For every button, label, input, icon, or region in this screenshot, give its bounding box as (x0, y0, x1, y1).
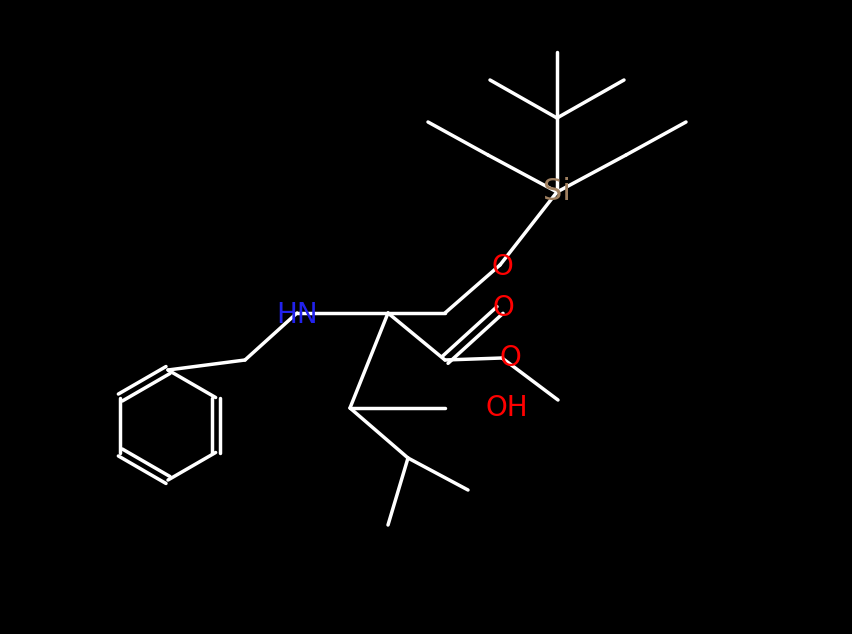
Text: OH: OH (485, 394, 527, 422)
Text: O: O (491, 253, 512, 281)
Text: HN: HN (276, 301, 318, 329)
Text: O: O (492, 294, 513, 322)
Text: O: O (498, 344, 521, 372)
Text: Si: Si (543, 178, 570, 207)
